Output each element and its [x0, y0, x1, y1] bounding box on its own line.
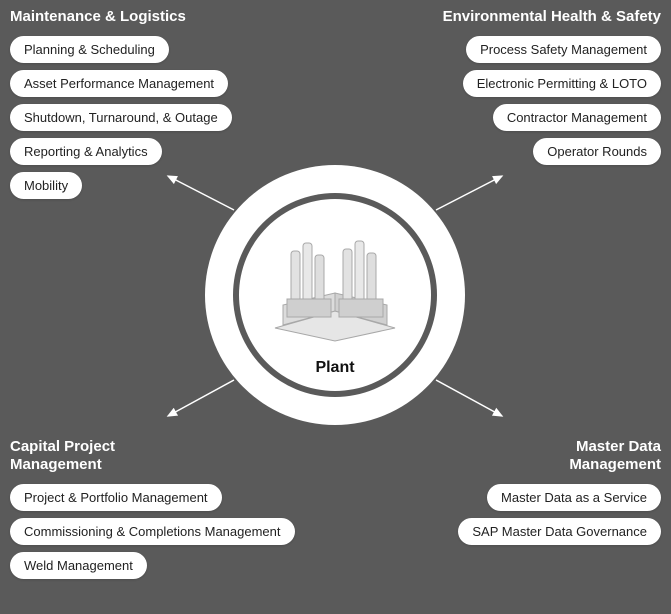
- quad-title: Maintenance & Logistics: [10, 8, 232, 26]
- quadrant-ehs: Environmental Health & Safety Process Sa…: [443, 8, 661, 165]
- pill-item: Project & Portfolio Management: [10, 484, 222, 511]
- plant-icon: [265, 233, 405, 343]
- pill-item: Operator Rounds: [533, 138, 661, 165]
- quadrant-capital-project: Capital Project Management Project & Por…: [10, 438, 295, 579]
- pill-item: SAP Master Data Governance: [458, 518, 661, 545]
- pill-stack-tr: Process Safety Management Electronic Perm…: [443, 36, 661, 165]
- pill-item: Asset Performance Management: [10, 70, 228, 97]
- pill-stack-bl: Project & Portfolio Management Commission…: [10, 484, 295, 579]
- pill-item: Shutdown, Turnaround, & Outage: [10, 104, 232, 131]
- quad-title: Master Data Management: [458, 438, 661, 474]
- pill-item: Master Data as a Service: [487, 484, 661, 511]
- pill-item: Weld Management: [10, 552, 147, 579]
- pill-item: Contractor Management: [493, 104, 661, 131]
- inner-circle: Plant: [239, 199, 431, 391]
- pill-item: Reporting & Analytics: [10, 138, 162, 165]
- pill-item: Mobility: [10, 172, 82, 199]
- pill-item: Commissioning & Completions Management: [10, 518, 295, 545]
- ring-gap: Plant: [233, 193, 437, 397]
- quadrant-master-data: Master Data Management Master Data as a …: [458, 438, 661, 545]
- quadrant-maintenance-logistics: Maintenance & Logistics Planning & Sched…: [10, 8, 232, 199]
- outer-ring: Plant: [205, 165, 465, 425]
- pill-item: Electronic Permitting & LOTO: [463, 70, 661, 97]
- quad-title: Environmental Health & Safety: [443, 8, 661, 26]
- center-label: Plant: [315, 359, 354, 377]
- center-hub: Plant: [205, 165, 465, 425]
- pill-item: Process Safety Management: [466, 36, 661, 63]
- pill-stack-br: Master Data as a Service SAP Master Data …: [458, 484, 661, 545]
- pill-stack-tl: Planning & Scheduling Asset Performance M…: [10, 36, 232, 199]
- quad-title: Capital Project Management: [10, 438, 295, 474]
- pill-item: Planning & Scheduling: [10, 36, 169, 63]
